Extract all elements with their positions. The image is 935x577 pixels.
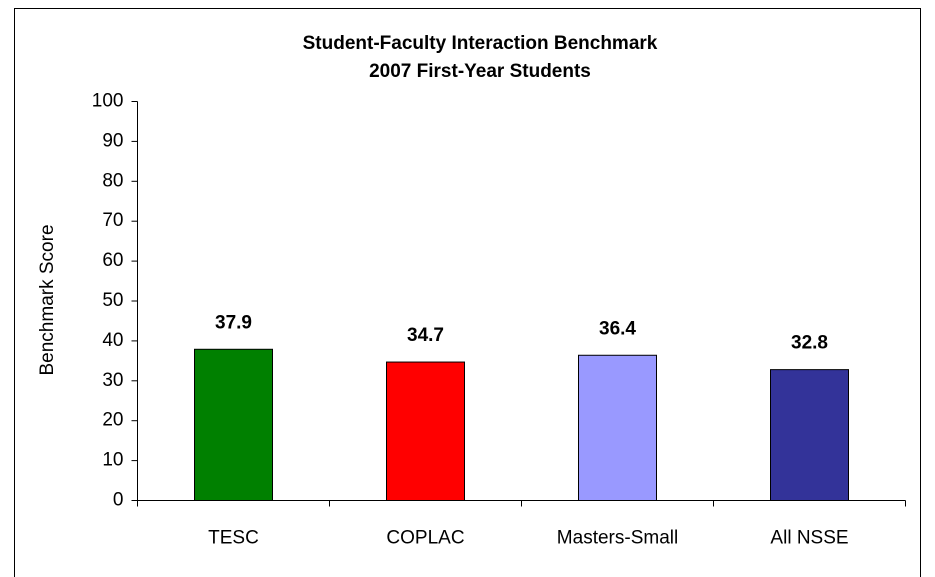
bar (194, 348, 273, 501)
y-tick-label: 50 (102, 290, 123, 311)
y-tick-label: 60 (102, 250, 123, 271)
bar (386, 361, 465, 501)
chart-subtitle: 2007 First-Year Students (369, 61, 591, 82)
y-tick-label: 0 (113, 490, 124, 511)
value-label: 32.8 (791, 333, 828, 354)
y-tick-label: 80 (102, 170, 123, 191)
x-tick-label: All NSSE (770, 528, 848, 549)
bar (770, 369, 849, 501)
value-label: 37.9 (215, 312, 252, 333)
y-tick-label: 70 (102, 210, 123, 231)
bar (578, 354, 657, 501)
value-label: 34.7 (407, 325, 444, 346)
chart-frame (14, 8, 921, 577)
y-axis-label: Benchmark Score (37, 224, 58, 375)
y-tick-label: 90 (102, 130, 123, 151)
x-tick-label: Masters-Small (557, 528, 678, 549)
value-label: 36.4 (599, 318, 636, 339)
y-tick-label: 30 (102, 370, 123, 391)
y-tick-label: 10 (102, 450, 123, 471)
y-tick-label: 100 (92, 91, 124, 112)
y-tick-label: 20 (102, 410, 123, 431)
chart-title: Student-Faculty Interaction Benchmark (303, 33, 658, 54)
x-tick-label: TESC (208, 528, 259, 549)
y-tick-label: 40 (102, 330, 123, 351)
x-tick-label: COPLAC (386, 528, 464, 549)
